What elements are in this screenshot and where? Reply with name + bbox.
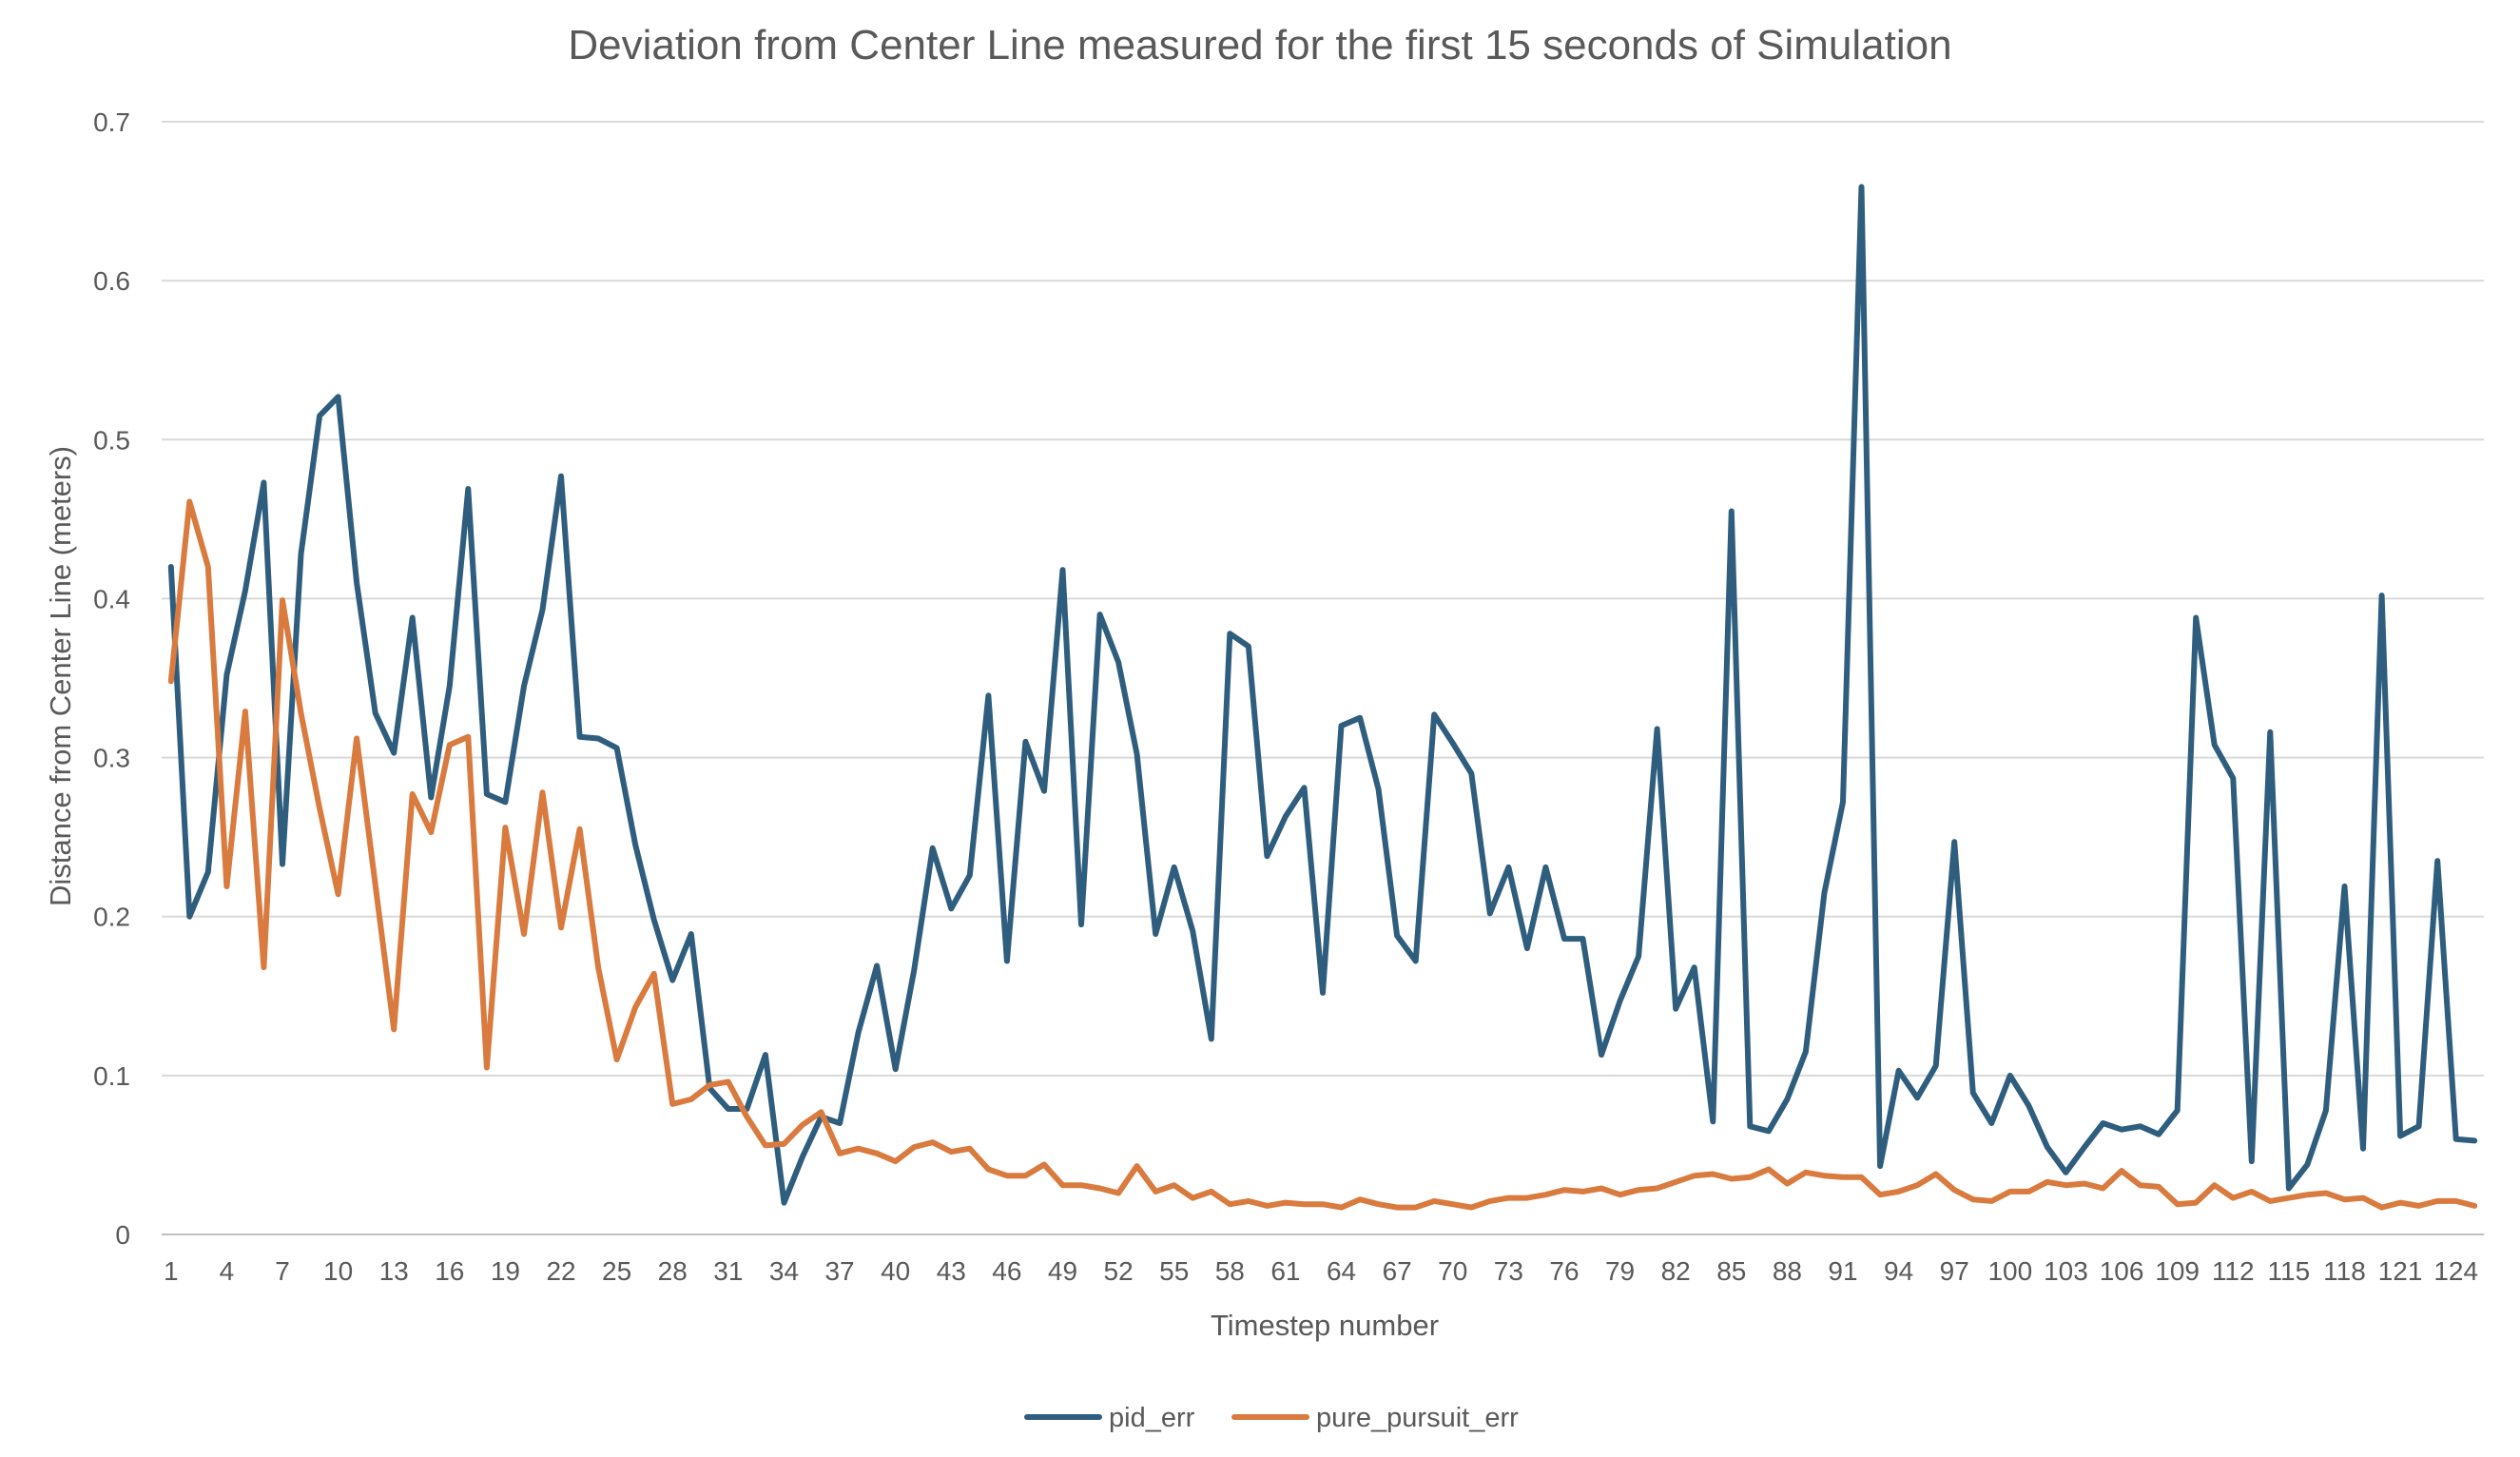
x-tick-label: 100 (1987, 1256, 2032, 1286)
series-lines (167, 184, 2478, 1211)
y-tick-label: 0.7 (93, 107, 130, 137)
x-tick-label: 4 (220, 1256, 235, 1286)
x-tick-label: 22 (546, 1256, 575, 1286)
x-tick-label: 61 (1270, 1256, 1300, 1286)
x-tick-label: 25 (602, 1256, 631, 1286)
gridlines (162, 121, 2484, 1235)
x-tick-label: 7 (275, 1256, 290, 1286)
x-tick-label: 97 (1940, 1256, 1969, 1286)
y-tick-label: 0.6 (93, 266, 130, 296)
y-axis-title: Distance from Center Line (meters) (44, 446, 77, 906)
legend-label-pure-pursuit-err: pure_pursuit_err (1316, 1403, 1519, 1433)
x-tick-label: 46 (992, 1256, 1021, 1286)
x-tick-label: 70 (1438, 1256, 1467, 1286)
y-tick-label: 0.4 (93, 584, 130, 613)
x-tick-label: 82 (1661, 1256, 1691, 1286)
x-tick-label: 28 (658, 1256, 688, 1286)
x-tick-label: 10 (323, 1256, 353, 1286)
x-axis-title: Timestep number (1211, 1309, 1439, 1342)
x-tick-label: 64 (1327, 1256, 1356, 1286)
x-tick-label: 73 (1494, 1256, 1523, 1286)
series-line-pure-pursuit-err (167, 498, 2478, 1211)
y-tick-label: 0 (115, 1220, 130, 1250)
y-tick-label: 0.1 (93, 1061, 130, 1091)
x-tick-label: 49 (1048, 1256, 1077, 1286)
x-tick-label: 112 (2212, 1256, 2255, 1286)
legend: pid_err pure_pursuit_err (1024, 1403, 1519, 1433)
x-tick-label: 43 (937, 1256, 966, 1286)
x-tick-label: 1 (164, 1256, 179, 1286)
x-tick-label: 37 (824, 1256, 854, 1286)
x-tick-label: 88 (1773, 1256, 1802, 1286)
x-tick-label: 121 (2378, 1256, 2423, 1286)
x-tick-label: 34 (769, 1256, 799, 1286)
x-axis-ticks: 1 4 7 10 13 16 19 22 25 28 31 34 37 40 43 46 49 52 55 58 61 6… (164, 1256, 2478, 1286)
y-tick-label: 0.3 (93, 744, 130, 773)
x-tick-label: 109 (2155, 1256, 2200, 1286)
x-tick-label: 31 (713, 1256, 743, 1286)
x-tick-label: 55 (1159, 1256, 1189, 1286)
x-tick-label: 52 (1104, 1256, 1134, 1286)
x-tick-label: 94 (1884, 1256, 1913, 1286)
x-tick-label: 76 (1549, 1256, 1579, 1286)
x-tick-label: 58 (1215, 1256, 1245, 1286)
x-tick-label: 19 (491, 1256, 520, 1286)
chart-title: Deviation from Center Line measured for … (568, 22, 1951, 68)
y-axis-ticks: 0 0.1 0.2 0.3 0.4 0.5 0.6 0.7 (93, 107, 130, 1250)
x-tick-label: 40 (881, 1256, 910, 1286)
x-tick-label: 118 (2323, 1256, 2366, 1286)
series-line-pid-err (167, 184, 2478, 1206)
y-tick-label: 0.2 (93, 903, 130, 932)
x-tick-label: 103 (2044, 1256, 2088, 1286)
y-tick-label: 0.5 (93, 425, 130, 455)
x-tick-label: 85 (1716, 1256, 1746, 1286)
x-tick-label: 79 (1605, 1256, 1635, 1286)
x-tick-label: 106 (2100, 1256, 2144, 1286)
legend-label-pid-err: pid_err (1109, 1403, 1195, 1433)
x-tick-label: 67 (1383, 1256, 1412, 1286)
x-tick-label: 91 (1828, 1256, 1857, 1286)
x-tick-label: 16 (435, 1256, 464, 1286)
x-tick-label: 115 (2268, 1256, 2311, 1286)
x-tick-label: 124 (2433, 1256, 2478, 1286)
x-tick-label: 13 (379, 1256, 409, 1286)
